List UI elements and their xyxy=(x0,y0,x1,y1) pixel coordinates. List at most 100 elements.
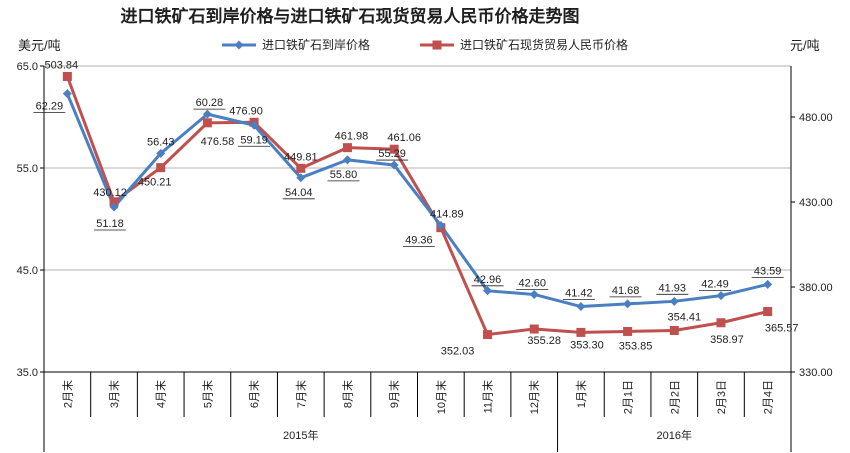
series-point-rmb xyxy=(529,324,539,334)
year-label: 2015年 xyxy=(283,428,318,442)
data-label-rmb: 414.89 xyxy=(430,209,464,221)
y-right-tick-label: 380.00 xyxy=(799,282,833,294)
data-label-rmb: 354.41 xyxy=(667,312,701,324)
data-label-usd: 60.28 xyxy=(196,97,224,109)
series-point-usd xyxy=(576,302,586,312)
y-left-tick-label: 35.0 xyxy=(17,367,38,379)
y-left-tick-label: 55.0 xyxy=(17,163,38,175)
series-point-usd xyxy=(156,148,166,158)
series-point-usd xyxy=(436,221,446,231)
series-point-rmb xyxy=(109,197,119,207)
legend-item-rmb-marker xyxy=(432,40,442,50)
series-point-usd xyxy=(483,286,493,296)
data-label-usd: 51.18 xyxy=(96,218,124,230)
x-tick-label: 11月末 xyxy=(481,380,495,413)
x-tick-label: 3月末 xyxy=(107,380,121,408)
data-label-rmb: 450.21 xyxy=(138,177,172,189)
x-tick-label: 2月2日 xyxy=(669,380,681,414)
series-point-usd xyxy=(716,291,726,301)
data-label-usd: 55.80 xyxy=(330,169,358,181)
series-point-rmb xyxy=(623,326,633,336)
chart-title: 进口铁矿石到岸价格与进口铁矿石现货贸易人民币价格走势图 xyxy=(121,6,580,26)
series-point-rmb xyxy=(62,71,72,81)
data-label-usd: 41.68 xyxy=(612,285,640,297)
data-label-rmb: 449.81 xyxy=(284,151,318,163)
series-point-rmb xyxy=(483,330,493,340)
data-label-rmb: 430.12 xyxy=(93,187,127,199)
series-point-rmb xyxy=(669,326,679,336)
x-tick-label: 2月1日 xyxy=(623,380,635,414)
data-label-usd: 41.93 xyxy=(659,282,687,294)
data-label-usd: 59.19 xyxy=(240,134,268,146)
right-axis-unit: 元/吨 xyxy=(790,38,820,53)
axes: 65.0 55.0 45.0 35.0 480.00 430.00 380.00 330.00… xyxy=(17,61,833,452)
y-right-tick-label: 330.00 xyxy=(799,367,833,379)
series-point-usd xyxy=(389,160,399,170)
year-label: 2016年 xyxy=(657,428,692,442)
y-left-tick-label: 65.0 xyxy=(17,61,38,73)
series-point-usd xyxy=(669,296,679,306)
data-label-usd: 42.96 xyxy=(474,274,502,286)
data-label-rmb: 352.03 xyxy=(441,346,475,358)
series-point-rmb xyxy=(156,163,166,173)
data-label-usd: 42.60 xyxy=(518,277,546,289)
series xyxy=(62,71,773,340)
series-point-usd xyxy=(62,89,72,99)
series-point-usd xyxy=(763,279,773,289)
data-label-rmb: 503.84 xyxy=(45,59,79,71)
series-point-usd xyxy=(249,120,259,130)
data-label-rmb: 355.28 xyxy=(527,335,561,347)
data-label-usd: 62.29 xyxy=(36,101,64,113)
x-tick-label: 10月末 xyxy=(434,380,448,414)
x-tick-label: 5月末 xyxy=(200,380,214,408)
data-label-rmb: 358.97 xyxy=(710,334,744,346)
series-point-rmb xyxy=(389,144,399,154)
data-label-usd: 43.59 xyxy=(754,265,782,277)
series-point-usd xyxy=(296,173,306,183)
data-labels: 62.29 51.18 56.43 60.28 59.19 54.04 55.80 55.29… xyxy=(33,59,799,358)
series-line-usd xyxy=(65,93,769,309)
x-tick-label: 2月末 xyxy=(60,380,74,408)
data-label-usd: 41.42 xyxy=(565,288,593,300)
series-point-rmb xyxy=(716,318,726,328)
data-label-rmb: 365.57 xyxy=(765,323,799,335)
x-tick-label: 2月4日 xyxy=(763,380,775,414)
series-point-rmb xyxy=(342,143,352,153)
legend-item-usd-label: 进口铁矿石到岸价格 xyxy=(262,37,370,52)
left-axis-unit: 美元/吨 xyxy=(18,38,61,53)
x-tick-label: 2月3日 xyxy=(716,380,728,414)
x-tick-label: 7月末 xyxy=(294,380,308,408)
legend-item-usd-marker xyxy=(234,40,244,50)
x-tick-label: 9月末 xyxy=(387,380,401,408)
y-left-tick-label: 45.0 xyxy=(17,265,38,277)
y-right-tick-label: 430.00 xyxy=(799,197,833,209)
data-label-rmb: 461.06 xyxy=(387,132,421,144)
data-label-usd: 54.04 xyxy=(285,187,313,199)
series-point-rmb xyxy=(202,118,212,128)
x-tick-label: 4月末 xyxy=(154,380,168,408)
series-point-usd xyxy=(529,289,539,299)
data-label-rmb: 476.58 xyxy=(201,136,235,148)
data-label-usd: 55.29 xyxy=(378,148,406,160)
x-tick-label: 12月末 xyxy=(527,380,541,414)
x-tick-label: 8月末 xyxy=(340,380,354,408)
series-point-rmb xyxy=(296,163,306,173)
series-line-rmb xyxy=(65,75,769,337)
x-tick-label: 6月末 xyxy=(247,380,261,408)
series-point-rmb xyxy=(763,307,773,317)
data-label-rmb: 353.85 xyxy=(619,340,653,352)
x-tick-label: 1月末 xyxy=(574,380,588,408)
data-label-rmb: 353.30 xyxy=(570,339,604,351)
data-label-usd: 56.43 xyxy=(147,136,175,148)
data-label-rmb: 476.90 xyxy=(229,105,263,117)
series-point-usd xyxy=(202,109,212,119)
series-point-usd xyxy=(342,155,352,165)
series-point-usd xyxy=(109,202,119,212)
data-label-usd: 49.36 xyxy=(405,235,433,247)
series-point-usd xyxy=(623,299,633,309)
legend-item-rmb-label: 进口铁矿石现货贸易人民币价格 xyxy=(460,37,628,52)
legend: 进口铁矿石到岸价格 进口铁矿石现货贸易人民币价格 xyxy=(222,37,628,52)
y-right-tick-label: 480.00 xyxy=(799,112,833,124)
